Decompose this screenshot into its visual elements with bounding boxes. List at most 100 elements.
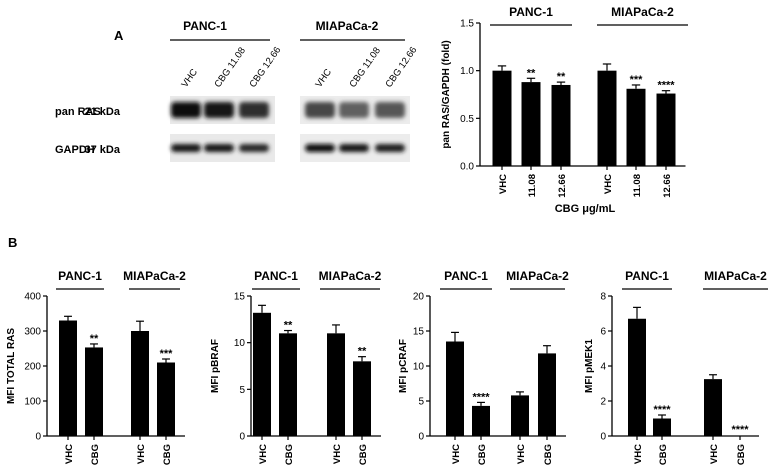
x-tick-label: CBG	[736, 444, 747, 465]
bar	[704, 379, 722, 436]
x-tick-label: CBG	[477, 444, 488, 465]
bar	[472, 405, 490, 436]
y-tick-label: 15	[413, 327, 425, 338]
panel-b-label: B	[8, 235, 18, 250]
bar	[446, 341, 464, 436]
significance-label: ***	[630, 74, 644, 86]
y-axis-label: MFI pCRAF	[398, 339, 409, 393]
y-axis-label: pan RAS/GAPDH (fold)	[441, 40, 452, 148]
significance-label: ****	[472, 391, 490, 403]
x-tick-label: CBG	[90, 444, 101, 465]
significance-label: ****	[657, 80, 675, 92]
y-tick-label: 0.5	[460, 114, 474, 125]
x-tick-label: 12.66	[662, 174, 673, 198]
group-label: MIAPaCa-2	[506, 269, 569, 283]
y-tick-label: 300	[24, 327, 41, 338]
bar	[628, 318, 646, 436]
x-tick-label: VHC	[332, 444, 343, 464]
significance-label: ***	[160, 348, 174, 360]
y-tick-label: 2	[600, 397, 606, 408]
y-tick-label: 100	[24, 397, 41, 408]
bar	[59, 320, 77, 436]
bar	[327, 333, 345, 436]
significance-label: ****	[731, 424, 749, 436]
blot-group-label-panc1: PANC-1	[183, 19, 227, 33]
blot-band	[239, 102, 269, 118]
chart-1: 0 100 200 300 400 MFI TOTAL RAS PANC-1 MIAPaCa-…	[6, 269, 186, 465]
significance-label: **	[557, 71, 566, 83]
significance-label: **	[358, 346, 367, 358]
x-tick-label: VHC	[516, 444, 527, 464]
bar	[626, 88, 646, 166]
group-label: PANC-1	[444, 269, 488, 283]
blot-lane-label: CBG 11.08	[212, 45, 248, 89]
y-tick-label: 6	[600, 327, 606, 338]
group-label: MIAPaCa-2	[704, 269, 767, 283]
blot-lane-label: CBG 12.66	[247, 45, 283, 90]
panel-a-label: A	[114, 28, 124, 43]
group-label: PANC-1	[254, 269, 298, 283]
blot-lane-label: CBG 12.66	[383, 45, 419, 90]
y-tick-label: 20	[413, 292, 425, 303]
bar	[157, 362, 175, 436]
blot-size-label: 21 kDa	[85, 106, 121, 118]
bar	[551, 84, 571, 166]
x-tick-label: VHC	[64, 444, 75, 464]
x-axis-label: CBG μg/mL	[555, 203, 616, 215]
group-label: PANC-1	[58, 269, 102, 283]
y-tick-label: 5	[239, 385, 245, 396]
group-label: MIAPaCa-2	[319, 269, 382, 283]
x-tick-label: VHC	[136, 444, 147, 464]
y-tick-label: 0	[600, 432, 606, 443]
blot-lane-label: VHC	[313, 67, 334, 90]
blot-band	[305, 144, 335, 152]
significance-label: **	[527, 67, 536, 79]
y-axis-label: MFI pMEK1	[584, 339, 595, 393]
significance-label: **	[284, 320, 293, 332]
x-tick-label: VHC	[633, 444, 644, 464]
blot-lane-label: VHC	[179, 67, 200, 90]
blot-band	[375, 102, 405, 118]
blot-protein-label: GAPDH	[55, 144, 95, 156]
group-label: MIAPaCa-2	[611, 5, 674, 19]
bar	[538, 353, 556, 436]
y-tick-label: 10	[234, 338, 246, 349]
blot-band	[239, 144, 269, 152]
x-tick-label: VHC	[709, 444, 720, 464]
bar	[653, 418, 671, 436]
group-label: PANC-1	[625, 269, 669, 283]
y-tick-label: 5	[418, 397, 424, 408]
blot-band	[171, 102, 201, 118]
y-tick-label: 0	[239, 432, 245, 443]
x-tick-label: CBG	[162, 444, 173, 465]
x-tick-label: VHC	[258, 444, 269, 464]
bar	[279, 333, 297, 436]
y-tick-label: 15	[234, 292, 246, 303]
bar	[656, 93, 676, 166]
bar	[521, 82, 541, 166]
y-axis-label: MFI pBRAF	[210, 339, 221, 393]
y-tick-label: 1.0	[460, 66, 474, 77]
group-label: PANC-1	[509, 5, 553, 19]
y-tick-label: 0	[418, 432, 424, 443]
chart-4: 0 2 4 6 8 MFI pMEK1 PANC-1 MIAPaCa-2 VHC CBG **** V…	[584, 269, 768, 465]
x-tick-label: CBG	[658, 444, 669, 465]
blot-band	[204, 144, 234, 152]
y-tick-label: 400	[24, 292, 41, 303]
bar	[353, 361, 371, 436]
bar	[511, 395, 529, 436]
blot-band	[339, 102, 369, 118]
blot-band	[305, 102, 335, 118]
x-tick-label: 11.08	[632, 174, 643, 197]
x-tick-label: 12.66	[557, 174, 568, 198]
bar	[597, 70, 617, 166]
bar	[492, 70, 512, 166]
x-tick-label: VHC	[498, 174, 509, 194]
y-tick-label: 0.0	[460, 162, 474, 173]
significance-label: ****	[653, 404, 671, 416]
y-tick-label: 200	[24, 362, 41, 373]
x-tick-label: VHC	[603, 174, 614, 194]
y-tick-label: 10	[413, 362, 425, 373]
y-tick-label: 4	[600, 362, 606, 373]
